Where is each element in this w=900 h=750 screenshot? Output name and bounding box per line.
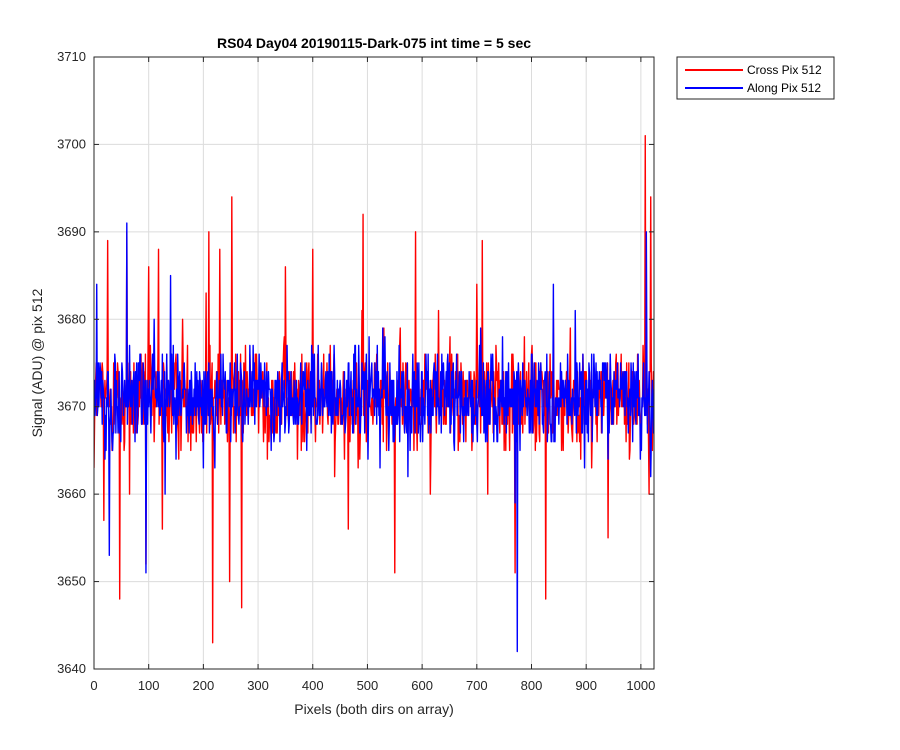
x-tick-label: 800 <box>521 678 543 693</box>
y-axis-label: Signal (ADU) @ pix 512 <box>29 288 45 437</box>
x-tick-label: 900 <box>575 678 597 693</box>
series-line-along-pix-512 <box>94 222 654 653</box>
legend-box <box>676 56 835 100</box>
x-tick-label: 600 <box>411 678 433 693</box>
x-tick-label: 400 <box>302 678 324 693</box>
x-tick-label: 200 <box>193 678 215 693</box>
y-tick-label: 3660 <box>57 486 86 501</box>
chart-title: RS04 Day04 20190115-Dark-075 int time = … <box>217 35 531 51</box>
legend-label-cross: Cross Pix 512 <box>747 63 822 77</box>
x-tick-label: 1000 <box>626 678 655 693</box>
ticks: 0 100 200 300 400 500 600 700 800 900 1000 3640 3650… <box>57 49 655 693</box>
x-tick-label: 500 <box>357 678 379 693</box>
series-layer <box>94 134 654 653</box>
y-tick-label: 3670 <box>57 399 86 414</box>
x-tick-label: 300 <box>247 678 269 693</box>
x-tick-label: 0 <box>90 678 97 693</box>
axes-box <box>93 56 655 670</box>
y-tick-label: 3680 <box>57 311 86 326</box>
x-tick-label: 700 <box>466 678 488 693</box>
y-tick-label: 3640 <box>57 661 86 676</box>
x-tick-label: 100 <box>138 678 160 693</box>
x-axis-label: Pixels (both dirs on array) <box>294 701 454 717</box>
y-tick-label: 3690 <box>57 224 86 239</box>
y-tick-label: 3700 <box>57 136 86 151</box>
y-tick-label: 3650 <box>57 574 86 589</box>
legend-label-along: Along Pix 512 <box>747 81 821 95</box>
y-tick-label: 3710 <box>57 49 86 64</box>
legend: Cross Pix 512 Along Pix 512 <box>676 56 835 100</box>
